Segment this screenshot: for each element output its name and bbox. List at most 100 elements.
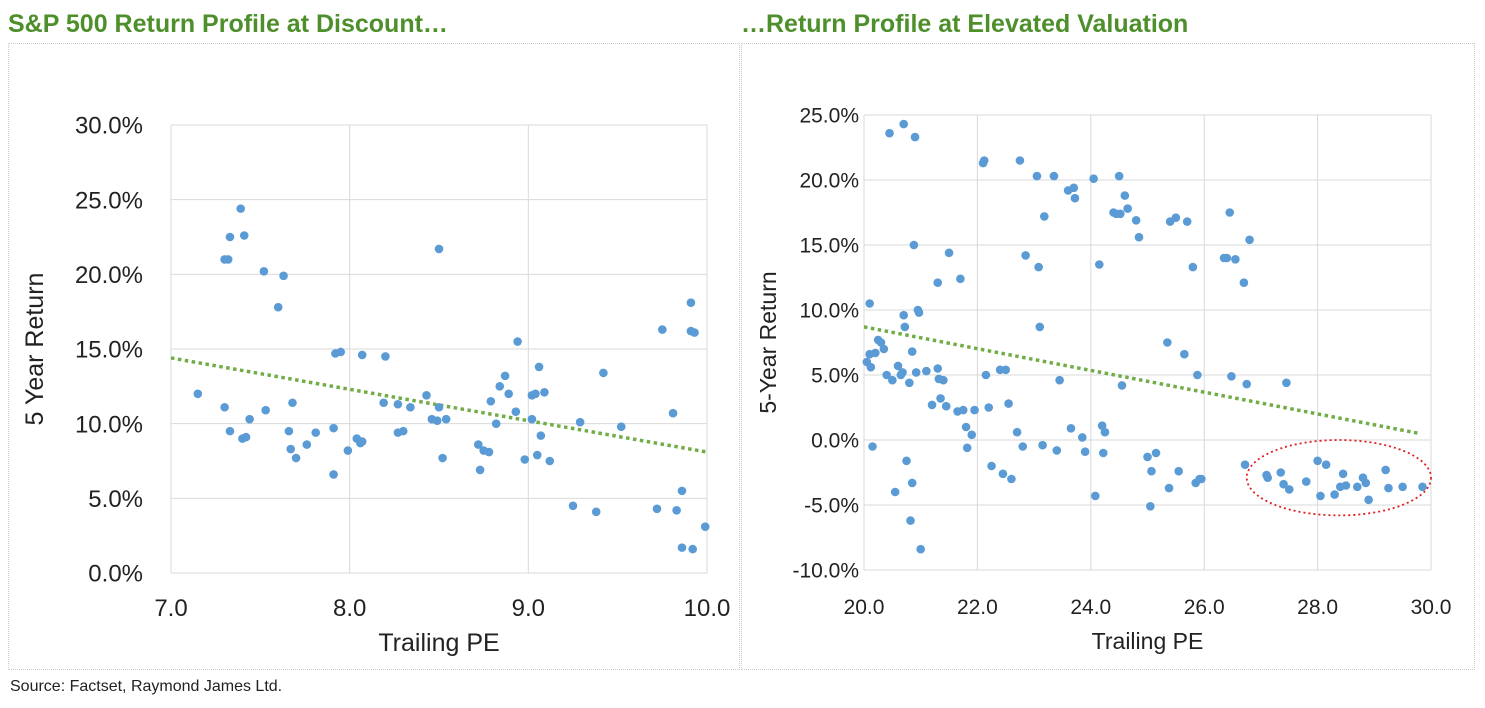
- data-point: [899, 310, 908, 320]
- left-chart-panel: 0.0% 5.0% 10.0% 15.0% 20.0% 25.0% 30.0% 7.0 8.0 9…: [8, 43, 740, 670]
- data-point: [1321, 460, 1331, 470]
- data-point: [984, 403, 994, 412]
- data-point: [616, 422, 626, 431]
- data-point: [936, 394, 945, 403]
- y-tick-label: 5.0%: [88, 486, 143, 513]
- data-point: [531, 389, 540, 399]
- data-point: [225, 426, 235, 436]
- data-point: [885, 128, 894, 138]
- data-point: [441, 414, 451, 424]
- data-point: [967, 430, 977, 440]
- data-point: [1021, 251, 1030, 260]
- data-point: [871, 348, 880, 358]
- data-point: [1341, 481, 1351, 490]
- data-point: [1015, 156, 1025, 165]
- data-point: [1131, 216, 1141, 225]
- data-point: [291, 453, 301, 463]
- data-point: [1352, 482, 1362, 492]
- data-point: [1263, 473, 1273, 483]
- data-point: [1164, 483, 1174, 493]
- data-point: [1147, 466, 1156, 476]
- data-point: [944, 248, 954, 258]
- data-point: [1231, 255, 1240, 264]
- data-point: [922, 366, 931, 376]
- data-point: [893, 361, 903, 371]
- data-point: [1282, 378, 1291, 388]
- x-tick-label: 28.0: [1297, 596, 1338, 619]
- data-point: [279, 271, 288, 281]
- data-point: [398, 426, 408, 436]
- data-point: [520, 455, 530, 464]
- data-point: [1032, 171, 1042, 181]
- data-point: [220, 402, 229, 412]
- data-point: [677, 543, 687, 552]
- data-point: [1055, 375, 1064, 385]
- data-point: [1034, 262, 1043, 272]
- data-point: [568, 501, 578, 511]
- x-tick-label: 22.0: [957, 596, 998, 619]
- data-point: [284, 426, 294, 436]
- data-point: [677, 486, 687, 496]
- data-point: [898, 368, 907, 377]
- data-point: [536, 431, 546, 440]
- x-axis-title: Trailing PE: [378, 629, 499, 657]
- data-point: [690, 328, 699, 337]
- data-point: [474, 440, 483, 449]
- data-point: [434, 244, 444, 254]
- data-point: [1240, 460, 1250, 470]
- data-point: [1069, 183, 1079, 193]
- right-scatter-chart: -10.0% -5.0% 0.0% 5.0% 10.0% 15.0% 20.0% 25.0% 2…: [755, 105, 1452, 654]
- data-point: [1284, 485, 1294, 494]
- data-point: [357, 350, 367, 360]
- x-tick-label: 30.0: [1411, 596, 1452, 619]
- data-point: [927, 400, 937, 410]
- data-point: [909, 240, 919, 250]
- data-point: [688, 544, 698, 554]
- data-point: [236, 204, 245, 213]
- data-point: [1070, 193, 1080, 203]
- data-point: [513, 337, 522, 346]
- data-point: [1188, 262, 1198, 272]
- data-point: [1151, 448, 1161, 458]
- data-point: [245, 414, 254, 424]
- data-point: [329, 470, 338, 479]
- data-point: [933, 364, 943, 373]
- data-point: [1364, 495, 1373, 505]
- data-point: [902, 456, 911, 466]
- highlight-ellipse: [1245, 439, 1432, 517]
- data-point: [1146, 502, 1155, 511]
- data-point: [1180, 349, 1189, 359]
- y-tick-label: 0.0%: [88, 561, 143, 588]
- data-point: [1361, 478, 1371, 488]
- data-point: [1114, 171, 1124, 181]
- x-tick-label: 26.0: [1184, 596, 1225, 619]
- data-point: [379, 398, 388, 408]
- data-point: [1098, 448, 1108, 458]
- data-point: [532, 450, 542, 460]
- data-point: [1163, 338, 1172, 347]
- x-tick-label: 24.0: [1070, 596, 1111, 619]
- y-tick-label: 20.0%: [799, 170, 859, 193]
- y-tick-label: 25.0%: [799, 105, 859, 128]
- data-point: [1134, 232, 1144, 242]
- data-point: [1381, 465, 1390, 475]
- data-point: [273, 302, 283, 312]
- data-point: [1012, 427, 1022, 437]
- data-point: [888, 375, 897, 385]
- y-tick-label: 10.0%: [75, 411, 143, 438]
- data-point: [1222, 253, 1232, 263]
- data-point: [866, 362, 876, 372]
- data-point: [1035, 322, 1045, 332]
- data-point: [1316, 491, 1325, 501]
- y-tick-label: 25.0%: [75, 187, 143, 214]
- left-scatter-chart: 0.0% 5.0% 10.0% 15.0% 20.0% 25.0% 30.0% 7.0 8.0 9…: [21, 113, 730, 657]
- data-point: [1080, 447, 1090, 457]
- y-tick-label: 10.0%: [799, 300, 859, 323]
- y-axis-title: 5-Year Return: [755, 271, 781, 413]
- data-point: [905, 378, 914, 388]
- data-point: [1245, 235, 1254, 245]
- data-point: [393, 399, 403, 409]
- data-point: [475, 465, 485, 475]
- data-point: [223, 255, 233, 264]
- data-point: [1279, 479, 1288, 489]
